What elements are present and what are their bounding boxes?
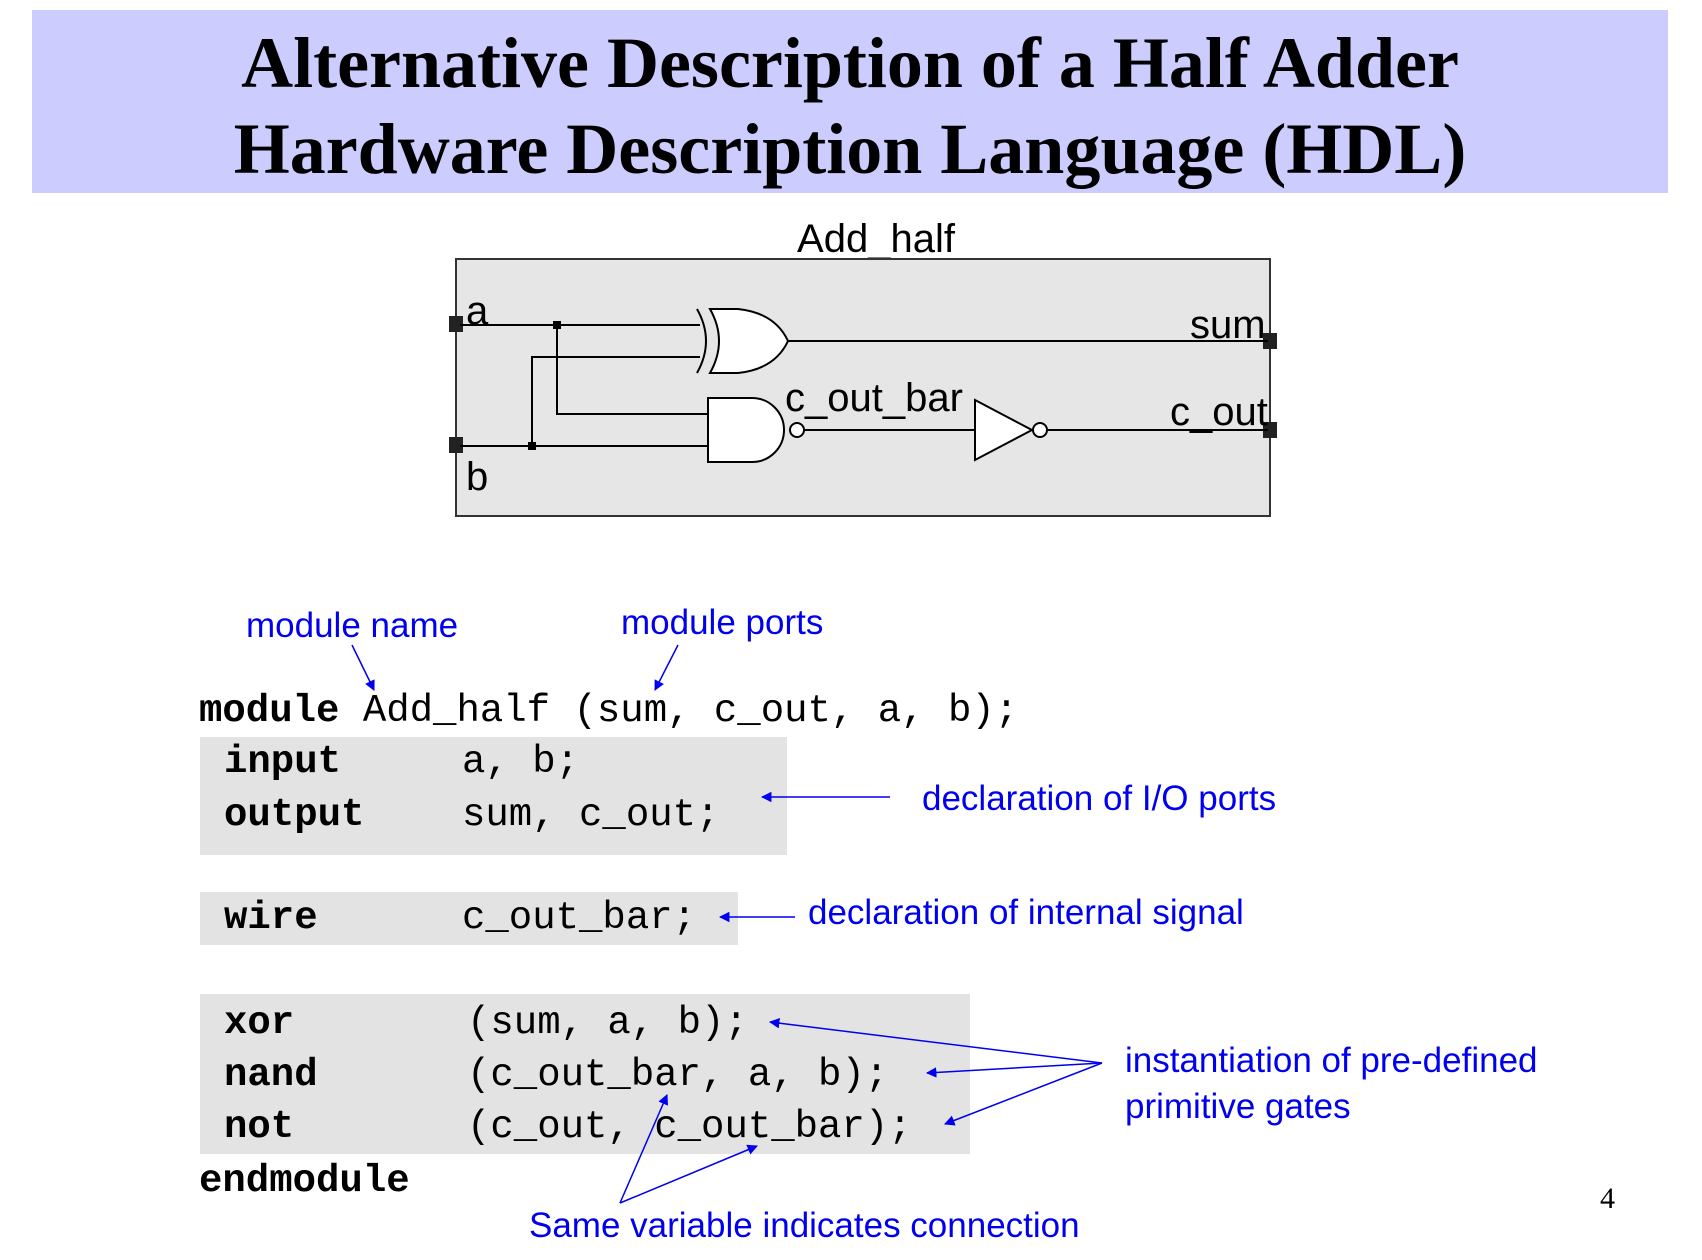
- wire-args: c_out_bar;: [462, 896, 697, 940]
- page-number: 4: [1600, 1182, 1615, 1215]
- not-keyword: not: [224, 1105, 295, 1149]
- output-label-c-out: c_out: [1170, 390, 1268, 434]
- module-keyword: module: [199, 689, 340, 733]
- module-label: Add_half: [797, 217, 956, 261]
- annotation-instantiation-line-1: instantiation of pre-defined: [1125, 1041, 1538, 1080]
- input-label-b: b: [466, 455, 488, 499]
- internal-signal-label: c_out_bar: [785, 376, 963, 420]
- input-label-a: a: [466, 289, 489, 333]
- module-box: [455, 258, 1271, 517]
- module-declaration-line: module Add_half (sum, c_out, a, b);: [199, 692, 1018, 731]
- input-keyword: input: [224, 740, 342, 784]
- slide-title-line-1: Alternative Description of a Half Adder: [241, 23, 1459, 103]
- input-args: a, b;: [462, 740, 580, 784]
- xor-args: (sum, a, b);: [467, 1001, 748, 1045]
- port-b: [449, 437, 463, 453]
- output-args: sum, c_out;: [462, 793, 720, 837]
- not-args: (c_out, c_out_bar);: [467, 1105, 912, 1149]
- annotation-module-ports: module ports: [621, 603, 824, 642]
- junction-b: [528, 442, 536, 450]
- port-sum: [1263, 333, 1277, 349]
- annotation-module-name: module name: [246, 606, 459, 645]
- not-gate: [974, 398, 1048, 462]
- wires: [460, 324, 1268, 447]
- slide-title-line-2: Hardware Description Language (HDL): [233, 109, 1467, 189]
- annotation-internal-signal: declaration of internal signal: [808, 893, 1244, 932]
- endmodule-keyword: endmodule: [199, 1159, 410, 1203]
- nand-args: (c_out_bar, a, b);: [467, 1053, 889, 1097]
- xor-gate: [696, 308, 790, 374]
- xor-keyword: xor: [224, 1001, 295, 1045]
- annotation-io-ports: declaration of I/O ports: [922, 779, 1277, 818]
- port-a: [449, 316, 463, 332]
- output-keyword: output: [224, 793, 365, 837]
- arrow-module-ports: [654, 644, 679, 691]
- gate-instantiation-box: [200, 994, 970, 1154]
- nand-keyword: nand: [224, 1053, 318, 1097]
- wire-declaration-box: [200, 892, 738, 945]
- io-declaration-box: [200, 737, 787, 855]
- wire-keyword: wire: [224, 896, 318, 940]
- annotation-same-variable: Same variable indicates connection: [529, 1206, 1080, 1245]
- arrow-to-not-c-out-bar: [619, 1144, 758, 1204]
- port-c-out: [1263, 422, 1277, 438]
- title-band: Alternative Description of a Half Adder …: [32, 10, 1668, 193]
- module-signature: Add_half (sum, c_out, a, b);: [362, 689, 1019, 733]
- junction-a: [553, 321, 561, 329]
- output-label-sum: sum: [1190, 303, 1266, 347]
- nand-gate: [707, 397, 805, 463]
- annotation-instantiation-line-2: primitive gates: [1125, 1087, 1351, 1126]
- half-adder-schematic: Add_half a b sum c_out c_out_bar: [449, 217, 1277, 517]
- arrow-module-name: [351, 644, 375, 691]
